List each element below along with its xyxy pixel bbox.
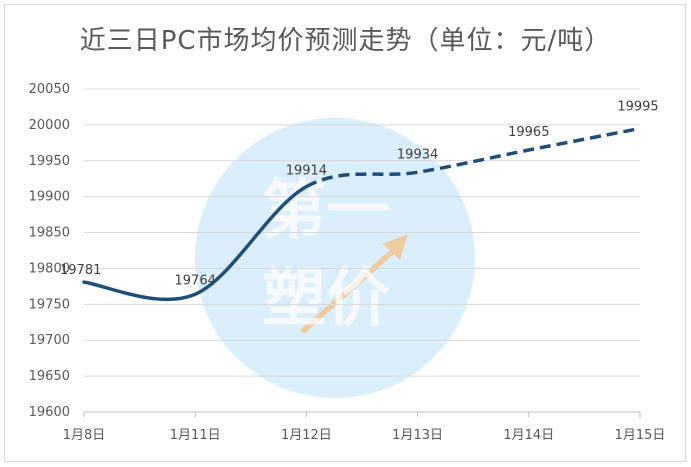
y-tick-label-19800: 19800 (29, 261, 70, 276)
y-tick-label-19650: 19650 (29, 369, 70, 384)
x-tick-label-4: 1月14日 (503, 428, 554, 443)
x-tick-label-3: 1月13日 (392, 428, 443, 443)
x-tick-label-5: 1月15日 (615, 428, 666, 443)
y-tick-label-20000: 20000 (29, 118, 70, 133)
data-label-1: 19764 (175, 273, 216, 288)
data-label-2: 19914 (286, 164, 327, 179)
x-tick-label-0: 1月8日 (63, 428, 106, 443)
y-axis-ticks: 19600 19650 19700 19750 19800 19850 19900 19950… (29, 82, 70, 420)
watermark-text-bottom: 塑价 (262, 262, 390, 336)
series-line-actual (82, 184, 309, 302)
y-tick-label-19950: 19950 (29, 154, 70, 169)
data-label-4: 19965 (508, 125, 549, 140)
y-tick-label-19700: 19700 (29, 333, 70, 348)
series-lines (82, 126, 641, 302)
watermark-arrow-icon (300, 234, 408, 334)
data-label-0: 19781 (60, 263, 101, 278)
y-tick-label-19600: 19600 (29, 405, 70, 420)
watermark-logo: 第一 塑价 (195, 118, 475, 398)
y-tick-label-19750: 19750 (29, 297, 70, 312)
chart-title: 近三日PC市场均价预测走势（单位：元/吨） (79, 26, 612, 56)
watermark-text-top: 第一 (262, 174, 390, 248)
x-axis: 1月8日 1月11日 1月12日 1月13日 1月14日 1月15日 (63, 411, 666, 443)
watermark-circle (195, 118, 475, 398)
data-label-3: 19934 (397, 147, 438, 162)
series-line-forecast (305, 126, 641, 189)
y-tick-label-19850: 19850 (29, 226, 70, 241)
y-tick-label-20050: 20050 (29, 82, 70, 97)
y-tick-label-19900: 19900 (29, 190, 70, 205)
x-tick-label-2: 1月12日 (281, 428, 332, 443)
x-tick-label-1: 1月11日 (170, 428, 221, 443)
data-labels: 19781 19764 19914 19934 19965 19995 (60, 99, 659, 288)
data-label-5: 19995 (617, 99, 658, 114)
